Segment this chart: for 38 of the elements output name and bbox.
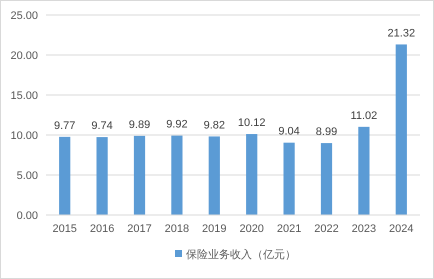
bar bbox=[208, 136, 220, 215]
x-tick-label: 2020 bbox=[239, 223, 264, 235]
x-tick-label: 2022 bbox=[314, 223, 339, 235]
x-tick-label: 2023 bbox=[352, 223, 376, 235]
legend-label: 保险业务收入（亿元） bbox=[186, 248, 296, 261]
x-tick-label: 2017 bbox=[127, 223, 152, 235]
bar bbox=[320, 143, 332, 215]
data-label: 9.89 bbox=[128, 118, 150, 131]
data-label: 9.74 bbox=[91, 120, 113, 132]
data-label: 10.12 bbox=[238, 117, 266, 130]
bar bbox=[96, 137, 108, 215]
x-tick-label: 2015 bbox=[52, 223, 77, 235]
y-tick-label: 0.00 bbox=[16, 210, 38, 222]
bar bbox=[283, 142, 295, 215]
y-tick-label: 20.00 bbox=[10, 50, 38, 62]
bar bbox=[358, 126, 370, 215]
y-tick-label: 5.00 bbox=[16, 170, 38, 182]
x-tick-label: 2021 bbox=[276, 223, 302, 235]
bar bbox=[246, 134, 258, 215]
x-tick-label: 2018 bbox=[164, 223, 190, 235]
x-tick-label: 2019 bbox=[202, 223, 227, 235]
data-label: 9.82 bbox=[204, 119, 226, 132]
legend: 保险业务收入（亿元） bbox=[175, 249, 296, 261]
bar bbox=[171, 136, 183, 215]
data-label: 9.92 bbox=[166, 118, 188, 131]
y-tick-label: 10.00 bbox=[10, 130, 38, 142]
data-label: 9.04 bbox=[278, 126, 300, 138]
y-tick-label: 25.00 bbox=[10, 10, 38, 22]
y-tick-label: 15.00 bbox=[10, 90, 38, 102]
bar bbox=[59, 136, 70, 215]
data-label: 11.02 bbox=[350, 110, 378, 122]
bar bbox=[396, 44, 407, 215]
data-label: 8.99 bbox=[316, 126, 338, 138]
x-tick-label: 2024 bbox=[389, 223, 414, 235]
bar bbox=[134, 136, 146, 215]
data-label: 9.77 bbox=[54, 120, 76, 132]
x-tick-label: 2016 bbox=[90, 223, 114, 235]
data-label: 21.32 bbox=[388, 27, 416, 40]
